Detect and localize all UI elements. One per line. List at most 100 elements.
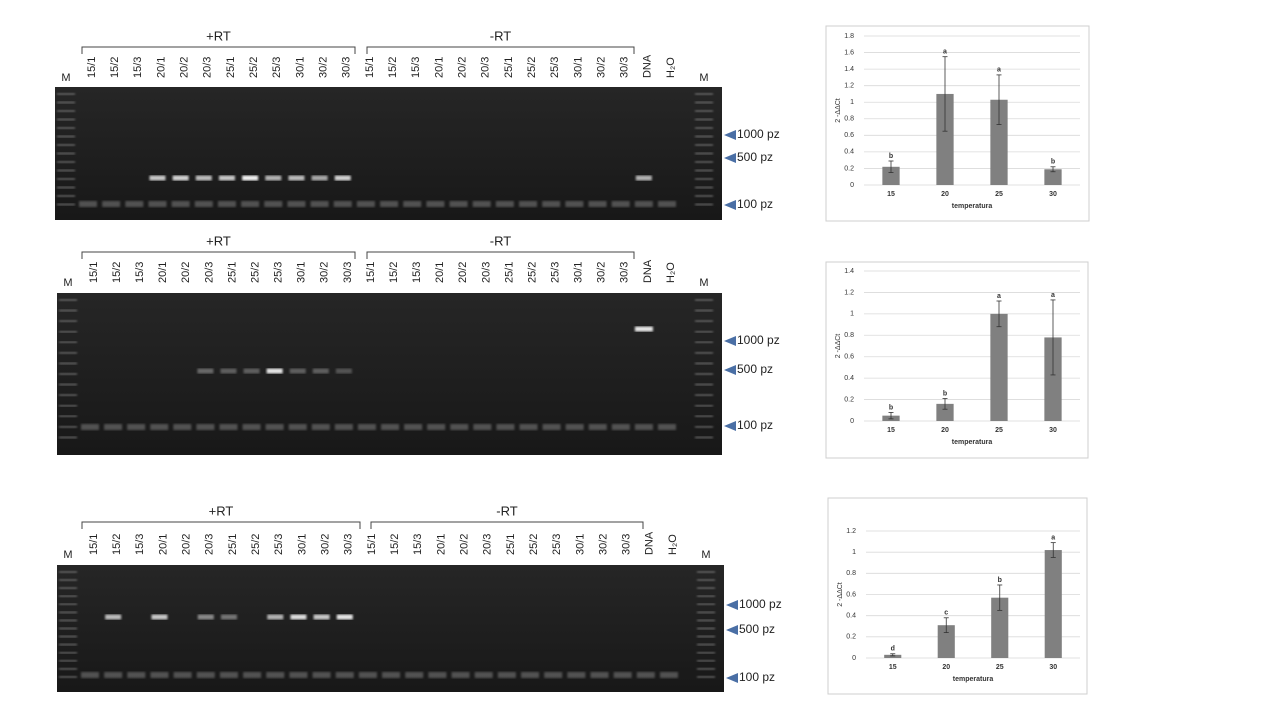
significance-label: b bbox=[998, 577, 1002, 584]
product-band bbox=[172, 175, 189, 181]
ladder-band bbox=[695, 161, 713, 163]
lane-band bbox=[194, 201, 213, 207]
y-tick-label: 1.6 bbox=[844, 49, 854, 56]
lane-band bbox=[104, 672, 123, 678]
y-tick-label: 0.8 bbox=[846, 570, 856, 577]
product-band bbox=[197, 368, 214, 374]
ladder-band bbox=[697, 587, 715, 590]
lane-label: 20/3 bbox=[203, 262, 215, 283]
marker-label: 1000 pz bbox=[737, 333, 780, 347]
lane-band bbox=[611, 201, 630, 207]
y-axis-label: 2 -ΔΔCt bbox=[837, 582, 844, 607]
y-tick-label: 1.2 bbox=[846, 528, 856, 535]
ladder-band bbox=[695, 415, 713, 418]
lane-band bbox=[473, 424, 492, 430]
lane-label: 15/1 bbox=[364, 57, 376, 78]
lane-band bbox=[542, 424, 561, 430]
significance-label: d bbox=[891, 646, 895, 653]
y-axis-label: 2 -ΔΔCt bbox=[835, 334, 842, 359]
ladder-band bbox=[59, 619, 77, 622]
lane-band bbox=[358, 672, 377, 678]
ladder-band bbox=[695, 144, 713, 146]
ladder-band bbox=[695, 169, 713, 172]
lane-label: 20/3 bbox=[204, 534, 216, 555]
ladder-band bbox=[59, 651, 77, 654]
lane-band bbox=[266, 672, 285, 678]
lane-label: 25/3 bbox=[550, 262, 562, 283]
lane-label: DNA bbox=[644, 531, 656, 555]
ladder-band bbox=[695, 186, 713, 189]
ladder-band bbox=[697, 603, 715, 606]
lane-band bbox=[357, 424, 376, 430]
lane-band bbox=[634, 201, 653, 207]
lane-label: 15/2 bbox=[388, 262, 400, 283]
lane-label: H₂O bbox=[665, 262, 677, 283]
marker-arrow bbox=[724, 365, 736, 375]
lane-band bbox=[450, 424, 469, 430]
lane-label: 30/3 bbox=[619, 262, 631, 283]
lane-band bbox=[288, 424, 307, 430]
y-tick-label: 1 bbox=[850, 311, 854, 318]
x-axis-label: temperatura bbox=[952, 203, 993, 210]
marker-label: 500 pz bbox=[737, 150, 773, 164]
ladder-band bbox=[695, 330, 713, 333]
lane-label: 20/1 bbox=[157, 534, 169, 555]
lane-band bbox=[102, 201, 121, 207]
gel-image bbox=[57, 565, 724, 692]
chart-frame bbox=[825, 261, 1089, 459]
lane-band bbox=[289, 672, 308, 678]
lane-label: 25/3 bbox=[273, 262, 285, 283]
lane-label: 20/3 bbox=[482, 534, 494, 555]
ladder-band bbox=[59, 635, 77, 638]
marker-label: 100 pz bbox=[737, 197, 773, 211]
ladder-band bbox=[57, 152, 75, 155]
ladder-band bbox=[59, 659, 77, 662]
ladder-band bbox=[695, 425, 713, 428]
ladder-band bbox=[695, 436, 713, 439]
y-tick-label: 0.8 bbox=[844, 116, 854, 123]
y-tick-label: 0.2 bbox=[844, 396, 854, 403]
marker-label: 1000 pz bbox=[739, 597, 782, 611]
ladder-band bbox=[695, 127, 713, 129]
product-band bbox=[197, 614, 214, 620]
lane-label: 20/1 bbox=[435, 534, 447, 555]
lane-label: 30/2 bbox=[595, 57, 607, 78]
x-tick-label: 25 bbox=[996, 664, 1004, 671]
group-bracket bbox=[366, 251, 635, 259]
ladder-band bbox=[695, 152, 713, 155]
lane-band bbox=[381, 424, 400, 430]
group-label: -RT bbox=[496, 503, 517, 518]
lane-band bbox=[335, 672, 354, 678]
significance-label: b bbox=[943, 390, 947, 397]
y-tick-label: 0.4 bbox=[844, 149, 854, 156]
lane-band bbox=[611, 424, 630, 430]
lane-label: H₂O bbox=[665, 57, 677, 78]
product-band bbox=[151, 614, 168, 620]
ladder-band bbox=[57, 195, 75, 197]
lane-label: M bbox=[63, 549, 72, 561]
lane-label: 25/3 bbox=[551, 534, 563, 555]
bar bbox=[936, 403, 954, 421]
ladder-band bbox=[59, 362, 77, 365]
lane-label: 25/1 bbox=[227, 534, 239, 555]
significance-label: b bbox=[889, 404, 893, 411]
y-tick-label: 1.4 bbox=[844, 268, 854, 275]
lane-band bbox=[565, 201, 584, 207]
bar bbox=[936, 93, 954, 185]
marker-arrow bbox=[726, 673, 738, 683]
gel-image bbox=[57, 293, 722, 455]
lane-band bbox=[264, 201, 283, 207]
ladder-band bbox=[59, 595, 77, 598]
marker-arrow bbox=[726, 625, 738, 635]
product-band bbox=[266, 368, 283, 374]
lane-band bbox=[403, 201, 422, 207]
significance-label: a bbox=[943, 49, 947, 56]
ladder-band bbox=[57, 178, 75, 180]
x-tick-label: 15 bbox=[887, 427, 895, 434]
lane-band bbox=[472, 201, 491, 207]
bar bbox=[991, 597, 1009, 658]
lane-label: 20/1 bbox=[433, 57, 445, 78]
lane-label: DNA bbox=[642, 259, 654, 283]
y-tick-label: 0.8 bbox=[844, 332, 854, 339]
ladder-band bbox=[57, 161, 75, 163]
